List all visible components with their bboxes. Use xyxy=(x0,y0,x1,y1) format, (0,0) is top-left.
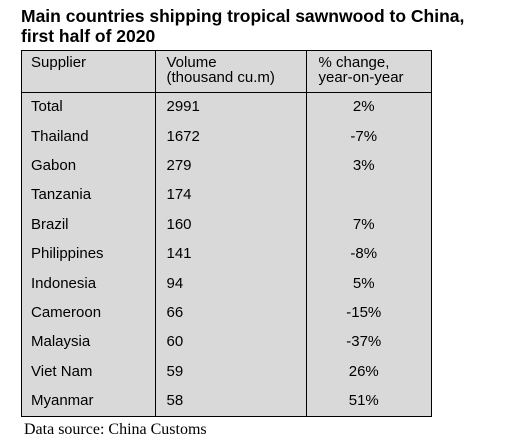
cell-change: 26% xyxy=(305,357,431,387)
table-row: Thailand 1672 -7% xyxy=(22,121,431,152)
cell-supplier: Viet Nam xyxy=(31,362,93,380)
cell-supplier: Myanmar xyxy=(31,392,94,410)
header-volume: Volume (thousand cu.m) xyxy=(154,51,306,93)
title-line-1: Main countries shipping tropical sawnwoo… xyxy=(21,6,465,26)
cell-change xyxy=(305,180,431,211)
header-volume-line-2: (thousand cu.m) xyxy=(166,69,275,86)
table-row: Malaysia 60 -37% xyxy=(22,327,431,358)
cell-volume: 141 xyxy=(154,239,306,269)
page-title: Main countries shipping tropical sawnwoo… xyxy=(21,6,519,46)
cell-volume: 160 xyxy=(154,210,306,240)
sawnwood-table-container: Supplier Volume (thousand cu.m) % change… xyxy=(21,50,432,417)
table-row: Philippines 141 -8% xyxy=(22,239,431,269)
table-row: Tanzania 174 xyxy=(22,180,431,211)
header-change-line-1: % change, xyxy=(318,54,390,71)
table-row: Gabon 279 3% xyxy=(22,151,431,181)
cell-supplier: Gabon xyxy=(31,156,77,174)
cell-supplier: Tanzania xyxy=(31,186,92,204)
cell-change: -15% xyxy=(305,298,431,328)
table-row: Myanmar 58 51% xyxy=(22,386,431,416)
header-supplier: Supplier xyxy=(22,51,155,93)
cell-volume: 94 xyxy=(154,268,306,299)
header-volume-line-1: Volume xyxy=(166,54,217,71)
cell-change: 3% xyxy=(305,151,431,181)
cell-change: -8% xyxy=(305,239,431,269)
cell-volume: 58 xyxy=(154,386,306,416)
cell-change: 51% xyxy=(305,386,431,416)
cell-volume: 279 xyxy=(154,151,306,181)
sawnwood-table: Supplier Volume (thousand cu.m) % change… xyxy=(22,51,431,416)
header-change: % change, year-on-year xyxy=(305,51,431,93)
table-header-row: Supplier Volume (thousand cu.m) % change… xyxy=(22,51,431,93)
table-row: Cameroon 66 -15% xyxy=(22,298,431,328)
table-row: Indonesia 94 5% xyxy=(22,268,431,299)
cell-supplier: Total xyxy=(31,98,63,116)
cell-supplier: Cameroon xyxy=(31,303,102,321)
header-supplier-label: Supplier xyxy=(31,54,87,71)
cell-supplier: Indonesia xyxy=(31,274,97,292)
cell-change: 7% xyxy=(305,210,431,240)
cell-volume: 59 xyxy=(154,357,306,387)
table-row: Viet Nam 59 26% xyxy=(22,357,431,387)
cell-supplier: Malaysia xyxy=(31,333,91,351)
cell-change: -37% xyxy=(305,327,431,358)
cell-change: -7% xyxy=(305,121,431,152)
cell-supplier: Philippines xyxy=(31,245,104,263)
cell-volume: 1672 xyxy=(154,121,306,152)
cell-volume: 60 xyxy=(154,327,306,358)
title-line-2: first half of 2020 xyxy=(21,26,156,46)
cell-supplier: Thailand xyxy=(31,127,89,145)
cell-change: 2% xyxy=(305,92,431,122)
header-change-line-2: year-on-year xyxy=(318,69,404,86)
data-source-note: Data source: China Customs xyxy=(24,421,207,438)
cell-change: 5% xyxy=(305,268,431,299)
cell-supplier: Brazil xyxy=(31,215,69,233)
cell-volume: 66 xyxy=(154,298,306,328)
cell-volume: 2991 xyxy=(154,92,306,122)
table-row: Total 2991 2% xyxy=(22,92,431,122)
cell-volume: 174 xyxy=(154,180,306,211)
table-row: Brazil 160 7% xyxy=(22,210,431,240)
